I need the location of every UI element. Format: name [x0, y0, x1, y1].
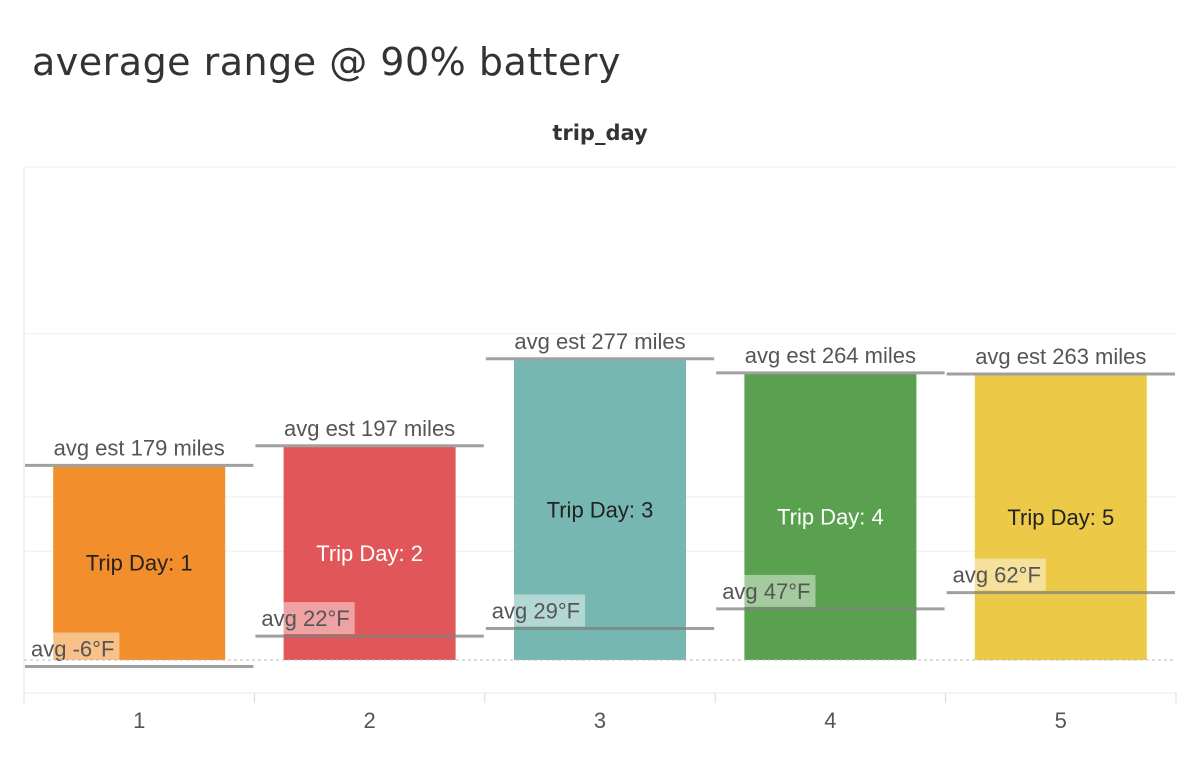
range-label: avg est 264 miles	[745, 343, 916, 368]
bar	[744, 372, 917, 660]
temperature-label: avg 22°F	[261, 606, 349, 631]
temperature-label: avg 62°F	[953, 563, 1041, 588]
x-tick-label: 4	[824, 708, 836, 733]
bar-label: Trip Day: 3	[547, 497, 654, 522]
chart-title: average range @ 90% battery	[32, 40, 622, 84]
temperature-label: avg -6°F	[31, 637, 114, 662]
bar-label: Trip Day: 1	[86, 551, 193, 576]
x-tick-label: 2	[363, 708, 375, 733]
bar	[974, 374, 1147, 660]
temperature-label-background	[719, 574, 816, 607]
column-header: trip_day	[552, 121, 648, 145]
temperature-label: avg 47°F	[722, 579, 810, 604]
temperature-label-background	[28, 632, 120, 665]
x-tick-label: 5	[1055, 708, 1067, 733]
bar-label: Trip Day: 4	[777, 504, 884, 529]
bar-label: Trip Day: 5	[1007, 505, 1114, 530]
range-label: avg est 263 miles	[975, 344, 1146, 369]
bar	[283, 445, 456, 660]
range-label: avg est 179 miles	[54, 435, 225, 460]
bar	[514, 358, 686, 660]
x-tick-label: 1	[133, 708, 145, 733]
temperature-label-background	[258, 602, 355, 635]
temperature-label-background	[949, 558, 1046, 591]
range-label: avg est 277 miles	[514, 329, 685, 354]
range-label: avg est 197 miles	[284, 416, 455, 441]
temperature-label-background	[488, 594, 586, 627]
temperature-label: avg 29°F	[492, 598, 580, 623]
bar-label: Trip Day: 2	[316, 541, 423, 566]
x-tick-label: 3	[594, 708, 606, 733]
bar	[53, 465, 226, 660]
